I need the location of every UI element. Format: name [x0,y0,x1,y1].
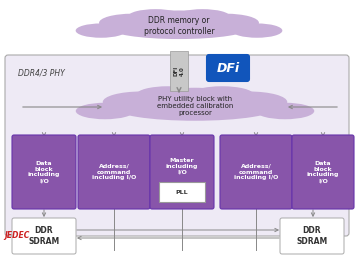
Ellipse shape [76,24,126,38]
Ellipse shape [175,9,230,24]
Text: DDR memory or
protocol controller: DDR memory or protocol controller [144,16,214,36]
FancyBboxPatch shape [12,218,76,254]
Text: PHY utility block with
embedded calibration
processor: PHY utility block with embedded calibrat… [157,96,233,116]
FancyBboxPatch shape [159,182,205,202]
Text: DDR4/3 PHY: DDR4/3 PHY [18,68,65,77]
Text: DFi: DFi [216,61,239,75]
Ellipse shape [136,86,200,103]
Text: DFI
4.0: DFI 4.0 [174,66,185,76]
Text: Master
including
I/O: Master including I/O [166,158,198,174]
Ellipse shape [114,95,276,121]
FancyBboxPatch shape [5,55,349,236]
Text: Data
block
including
I/O: Data block including I/O [307,161,339,183]
Text: Address/
command
including I/O: Address/ command including I/O [234,164,278,180]
FancyBboxPatch shape [150,135,214,209]
Text: PLL: PLL [176,190,188,195]
Ellipse shape [154,88,236,107]
Ellipse shape [109,17,249,39]
Ellipse shape [193,14,259,32]
FancyBboxPatch shape [12,135,76,209]
Text: JEDEC: JEDEC [4,232,29,241]
Ellipse shape [128,9,183,24]
Ellipse shape [99,14,165,32]
Text: Address/
command
including I/O: Address/ command including I/O [92,164,136,180]
Ellipse shape [144,10,214,27]
FancyBboxPatch shape [220,135,292,209]
Text: DDR
SDRAM: DDR SDRAM [297,226,328,246]
Ellipse shape [103,91,179,112]
FancyBboxPatch shape [170,51,188,91]
Ellipse shape [76,103,134,119]
Ellipse shape [256,103,314,119]
FancyBboxPatch shape [280,218,344,254]
FancyBboxPatch shape [78,135,150,209]
Ellipse shape [211,91,287,112]
Ellipse shape [232,24,282,38]
Text: DDR
SDRAM: DDR SDRAM [28,226,60,246]
Text: Data
block
including
I/O: Data block including I/O [28,161,60,183]
Ellipse shape [191,86,253,103]
FancyBboxPatch shape [207,55,249,81]
FancyBboxPatch shape [292,135,354,209]
